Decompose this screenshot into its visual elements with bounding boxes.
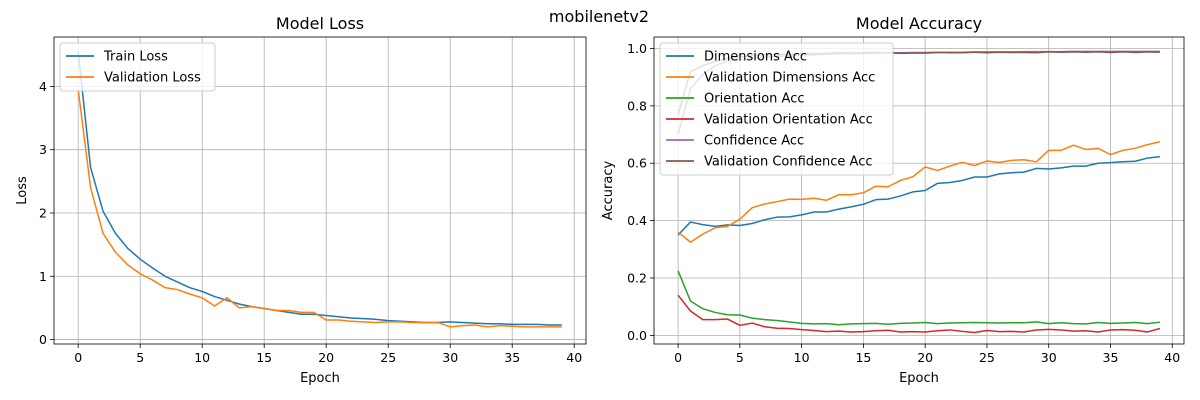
loss-x-tick-label: 20 (318, 350, 334, 365)
loss-y-tick-label: 0 (39, 332, 47, 347)
figure-suptitle: mobilenetv2 (549, 7, 649, 26)
accuracy-y-tick-label: 0.2 (627, 271, 647, 286)
accuracy-chart-title: Model Accuracy (856, 14, 982, 33)
loss-legend-box (59, 42, 216, 92)
accuracy-y-tick-label: 0.6 (627, 156, 647, 171)
accuracy-legend-label: Validation Orientation Acc (704, 113, 873, 128)
accuracy-x-tick-label: 10 (794, 350, 810, 365)
loss-x-tick-label: 35 (504, 350, 520, 365)
loss-plot-frame (53, 36, 587, 345)
accuracy-y-tick-label: 1.0 (627, 41, 647, 56)
loss-series-line-2 (77, 89, 562, 328)
accuracy-x-tick-label: 30 (1041, 350, 1057, 365)
accuracy-legend-label: Orientation Acc (704, 92, 804, 107)
accuracy-series-line-4 (677, 294, 1161, 334)
accuracy-x-tick-label: 35 (1103, 350, 1119, 365)
loss-x-tick-label: 30 (442, 350, 458, 365)
accuracy-plot-frame (653, 36, 1185, 345)
loss-legend-label: Validation Loss (104, 71, 201, 86)
accuracy-x-tick-label: 25 (979, 350, 995, 365)
accuracy-y-tick-label: 0.0 (627, 328, 647, 343)
accuracy-x-tick-label: 5 (736, 350, 744, 365)
accuracy-legend-label: Validation Dimensions Acc (704, 71, 875, 86)
accuracy-legend-box (659, 42, 894, 176)
loss-y-axis-label: Loss (15, 176, 30, 205)
loss-y-tick-label: 1 (39, 269, 47, 284)
accuracy-series-line-3 (677, 270, 1160, 326)
accuracy-x-tick-label: 40 (1164, 350, 1180, 365)
loss-y-tick-label: 3 (39, 142, 47, 157)
accuracy-legend-label: Dimensions Acc (704, 50, 807, 65)
accuracy-y-tick-label: 0.4 (627, 213, 647, 228)
accuracy-x-tick-label: 0 (674, 350, 682, 365)
loss-x-tick-label: 5 (136, 350, 144, 365)
loss-x-tick-label: 40 (566, 350, 582, 365)
accuracy-y-tick-label: 0.8 (627, 98, 647, 113)
accuracy-chart: 0 5 10 15 20 25 30 35 40 0.0 0.2 0.4 0.6 0.8 1.0 Model … (601, 14, 1185, 386)
accuracy-legend-label: Validation Confidence Acc (704, 155, 873, 170)
loss-legend-label: Train Loss (103, 50, 168, 65)
loss-x-tick-label: 15 (256, 350, 272, 365)
accuracy-x-tick-label: 20 (917, 350, 933, 365)
loss-chart-title: Model Loss (276, 14, 364, 33)
accuracy-series-line-2 (677, 140, 1161, 243)
loss-x-tick-label: 0 (74, 350, 82, 365)
accuracy-legend-label: Confidence Acc (704, 134, 804, 149)
loss-x-tick-label: 10 (194, 350, 210, 365)
accuracy-x-axis-label: Epoch (899, 371, 939, 386)
loss-x-axis-label: Epoch (300, 371, 340, 386)
loss-chart: 0 5 10 15 20 25 30 35 40 0 1 2 3 4 Model Loss Epoch Loss… (15, 14, 587, 386)
loss-y-tick-label: 2 (39, 205, 47, 220)
accuracy-y-axis-label: Accuracy (601, 161, 616, 221)
accuracy-x-tick-label: 15 (855, 350, 871, 365)
loss-y-tick-label: 4 (39, 79, 47, 94)
accuracy-series-line-1 (677, 155, 1160, 236)
loss-series-line-1 (77, 51, 562, 326)
loss-x-tick-label: 25 (380, 350, 396, 365)
